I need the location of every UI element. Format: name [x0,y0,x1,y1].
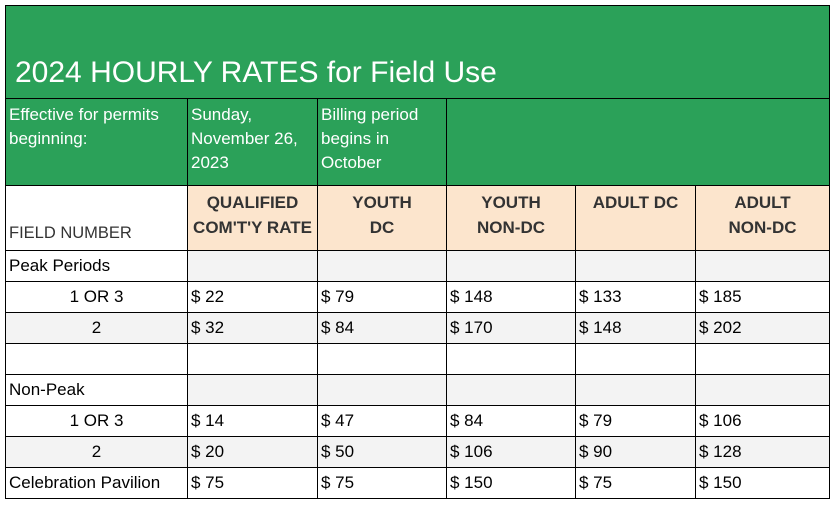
title-row: 2024 HOURLY RATES for Field Use [4,5,831,99]
adult-non-dc-header: ADULT NON-DC [694,185,831,251]
table-row: 2 $ 32 $ 84 $ 170 $ 148 $ 202 [5,312,831,344]
rate-cell: $ 106 [694,405,831,437]
table-row: 1 OR 3 $ 14 $ 47 $ 84 $ 79 $ 106 [5,405,831,437]
youth-dc-header-line1: YOUTH [352,193,412,212]
qualified-rate-header: QUALIFIED COM'T'Y RATE [187,185,318,251]
empty-cell [575,374,696,406]
rate-cell: $ 150 [446,467,576,499]
youth-non-dc-header-line2: NON-DC [477,218,545,237]
field-number-header: FIELD NUMBER [5,185,188,251]
table-row: 2 $ 20 $ 50 $ 106 $ 90 $ 128 [5,436,831,468]
info-empty-cell [445,98,831,186]
rate-cell: $ 148 [575,312,696,344]
rate-cell: $ 84 [317,312,447,344]
effective-date: Sunday, November 26, 2023 [187,98,318,186]
empty-cell [446,343,576,375]
youth-dc-header-line2: DC [369,218,395,237]
rate-cell: $ 75 [187,467,318,499]
empty-cell [694,374,831,406]
section-label-peak: Peak Periods [5,250,188,282]
empty-cell [187,343,318,375]
empty-cell [317,374,447,406]
empty-cell [317,343,447,375]
billing-note: Billing period begins in October [317,98,447,186]
rates-table: 2024 HOURLY RATES for Field Use Effectiv… [4,5,831,499]
effective-label: Effective for permits beginning: [5,98,188,186]
page-title: 2024 HOURLY RATES for Field Use [4,5,831,99]
table-row: 1 OR 3 $ 22 $ 79 $ 148 $ 133 $ 185 [5,281,831,313]
field-number-cell: 2 [5,312,188,344]
rate-cell: $ 128 [694,436,831,468]
empty-cell [446,374,576,406]
section-row-nonpeak: Non-Peak [5,374,831,406]
rate-cell: $ 202 [694,312,831,344]
field-number-cell: Celebration Pavilion [5,467,188,499]
rate-cell: $ 148 [446,281,576,313]
rate-cell: $ 150 [694,467,831,499]
rate-cell: $ 133 [575,281,696,313]
rate-cell: $ 79 [317,281,447,313]
youth-non-dc-header-line1: YOUTH [481,193,541,212]
empty-cell [317,250,447,282]
empty-cell [575,250,696,282]
empty-cell [187,250,318,282]
section-row-peak: Peak Periods [5,250,831,282]
table-row: Celebration Pavilion $ 75 $ 75 $ 150 $ 7… [5,467,831,499]
rate-cell: $ 185 [694,281,831,313]
youth-dc-header: YOUTH DC [317,185,447,251]
column-header-row: FIELD NUMBER QUALIFIED COM'T'Y RATE YOUT… [5,185,831,251]
rate-cell: $ 106 [446,436,576,468]
empty-cell [694,250,831,282]
rate-cell: $ 14 [187,405,318,437]
rate-cell: $ 50 [317,436,447,468]
adult-non-dc-header-line2: NON-DC [728,218,797,237]
spacer-row [5,343,831,375]
youth-non-dc-header: YOUTH NON-DC [446,185,576,251]
adult-non-dc-header-line1: ADULT [734,193,791,212]
rate-cell: $ 20 [187,436,318,468]
field-number-cell: 1 OR 3 [5,281,188,313]
empty-cell [5,343,188,375]
info-row: Effective for permits beginning: Sunday,… [5,98,831,186]
empty-cell [694,343,831,375]
empty-cell [187,374,318,406]
rate-cell: $ 90 [575,436,696,468]
rate-cell: $ 84 [446,405,576,437]
empty-cell [575,343,696,375]
rate-cell: $ 75 [317,467,447,499]
empty-cell [446,250,576,282]
rate-cell: $ 75 [575,467,696,499]
rate-cell: $ 32 [187,312,318,344]
rate-cell: $ 170 [446,312,576,344]
adult-dc-header: ADULT DC [575,185,696,251]
rate-cell: $ 79 [575,405,696,437]
rate-cell: $ 22 [187,281,318,313]
rate-cell: $ 47 [317,405,447,437]
field-number-cell: 1 OR 3 [5,405,188,437]
field-number-cell: 2 [5,436,188,468]
section-label-nonpeak: Non-Peak [5,374,188,406]
